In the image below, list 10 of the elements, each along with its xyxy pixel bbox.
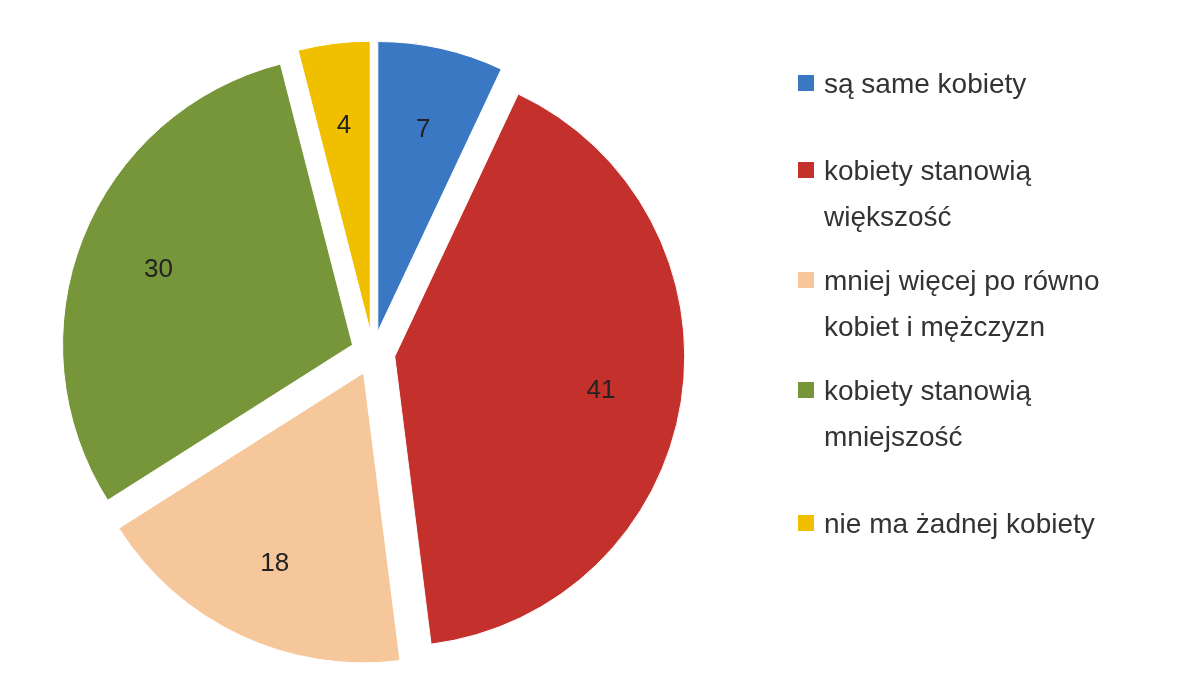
data-label: 41	[586, 374, 616, 405]
legend-label: kobiety stanowią mniejszość	[824, 374, 1032, 452]
data-label: 30	[143, 253, 173, 284]
legend-label: są same kobiety	[824, 67, 1027, 99]
legend-label: kobiety stanowią większość	[823, 154, 1032, 232]
data-label: 7	[416, 112, 431, 143]
data-label: 18	[260, 546, 290, 577]
legend-label: nie ma żadnej kobiety	[824, 507, 1095, 539]
legend-label: mniej więcej po równo kobiet i mężczyzn	[824, 264, 1100, 342]
data-label: 4	[336, 109, 352, 140]
